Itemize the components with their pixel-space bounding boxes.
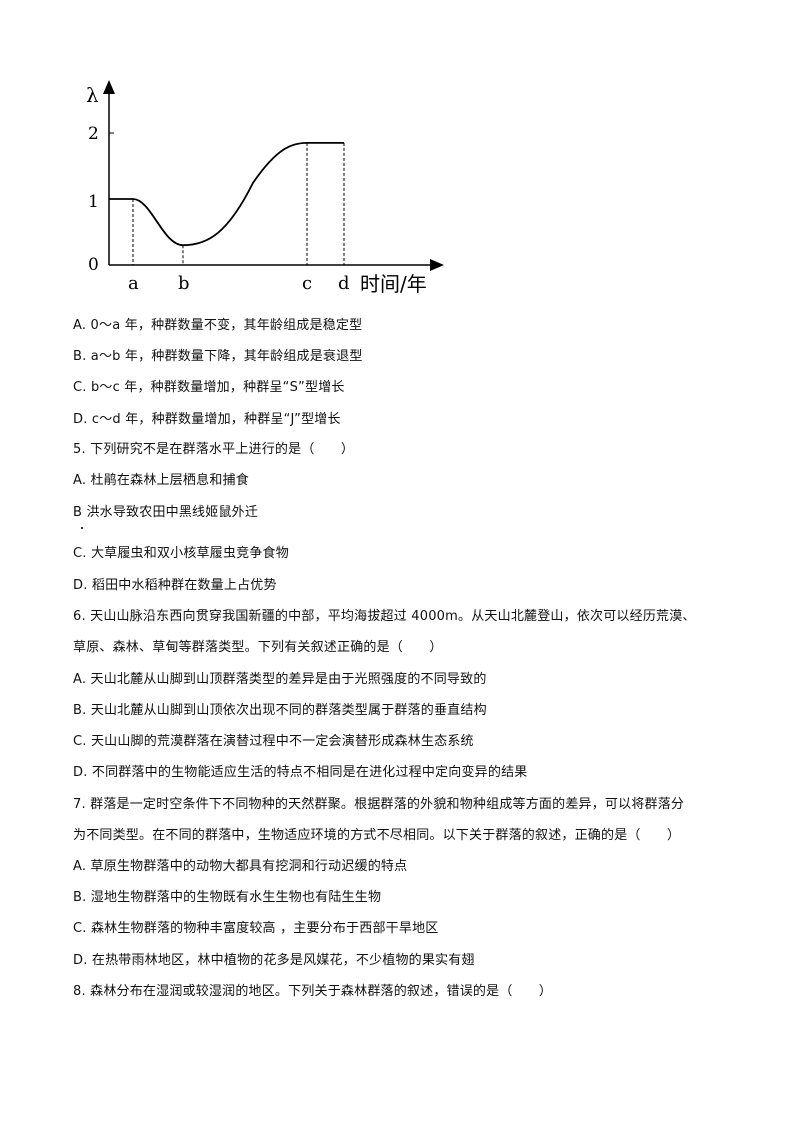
lambda-time-chart: λ 时间/年 0 1 2 a b c d (86, 80, 444, 296)
lambda-curve (109, 142, 344, 247)
text-line: D. c～d 年，种群数量增加，种群呈“J”型增长 (73, 412, 341, 427)
y-axis-arrow (103, 80, 115, 94)
text-line: A. 草原生物群落中的动物大都具有挖洞和行动迟缓的特点 (73, 859, 408, 874)
x-tick-d: d (338, 273, 350, 294)
text-line: 8. 森林分布在湿润或较湿润的地区。下列关于森林群落的叙述，错误的是（ ） (73, 984, 553, 999)
text-line: B. a～b 年，种群数量下降，其年龄组成是衰退型 (73, 349, 363, 364)
text-line: B. 天山北麓从山脚到山顶依次出现不同的群落类型属于群落的垂直结构 (73, 703, 487, 718)
text-line: A. 0～a 年，种群数量不变，其年龄组成是稳定型 (73, 318, 363, 333)
text-line: 为不同类型。在不同的群落中，生物适应环境的方式不尽相同。以下关于群落的叙述，正确… (73, 828, 681, 843)
text-line: C. 森林生物群落的物种丰富度较高 ，主要分布于西部干旱地区 (73, 921, 439, 936)
text-line: A. 杜鹃在森林上层栖息和捕食 (73, 473, 249, 488)
text-line: D. 稻田中水稻种群在数量上占优势 (73, 578, 277, 593)
text-line: 5. 下列研究不是在群落水平上进行的是（ ） (73, 442, 355, 457)
text-line: D. 不同群落中的生物能适应生活的特点不相同是在进化过程中定向变异的结果 (73, 765, 528, 780)
x-tick-b: b (178, 273, 190, 294)
y-axis-label: λ (86, 83, 99, 107)
x-axis-arrow (430, 259, 444, 271)
x-axis-label: 时间/年 (360, 272, 427, 296)
text-line: C. 天山山脚的荒漠群落在演替过程中不一定会演替形成森林生态系统 (73, 734, 474, 749)
y-tick-0: 0 (88, 255, 99, 275)
x-tick-a: a (128, 273, 139, 294)
text-line: B 洪水导致农田中黑线姬鼠外迁 (73, 505, 259, 520)
text-line: A. 天山北麓从山脚到山顶群落类型的差异是由于光照强度的不同导致的 (73, 672, 487, 687)
text-line: 6. 天山山脉沿东西向贯穿我国新疆的中部，平均海拔超过 4000m。从天山北麓登… (73, 609, 696, 624)
y-tick-1: 1 (88, 192, 99, 212)
text-line: C. 大草履虫和双小核草履虫竞争食物 (73, 546, 289, 561)
text-line: 7. 群落是一定时空条件下不同物种的天然群聚。根据群落的外貌和物种组成等方面的差… (73, 797, 685, 812)
text-line: 草原、森林、草甸等群落类型。下列有关叙述正确的是（ ） (73, 640, 443, 655)
y-tick-2: 2 (88, 124, 99, 144)
text-line: C. b～c 年，种群数量增加，种群呈“S”型增长 (73, 380, 345, 395)
text-line: D. 在热带雨林地区，林中植物的花多是风媒花，不少植物的果实有翅 (73, 953, 475, 968)
stray-dot (81, 527, 83, 529)
x-tick-c: c (302, 273, 312, 294)
text-line: B. 湿地生物群落中的生物既有水生生物也有陆生生物 (73, 890, 382, 905)
